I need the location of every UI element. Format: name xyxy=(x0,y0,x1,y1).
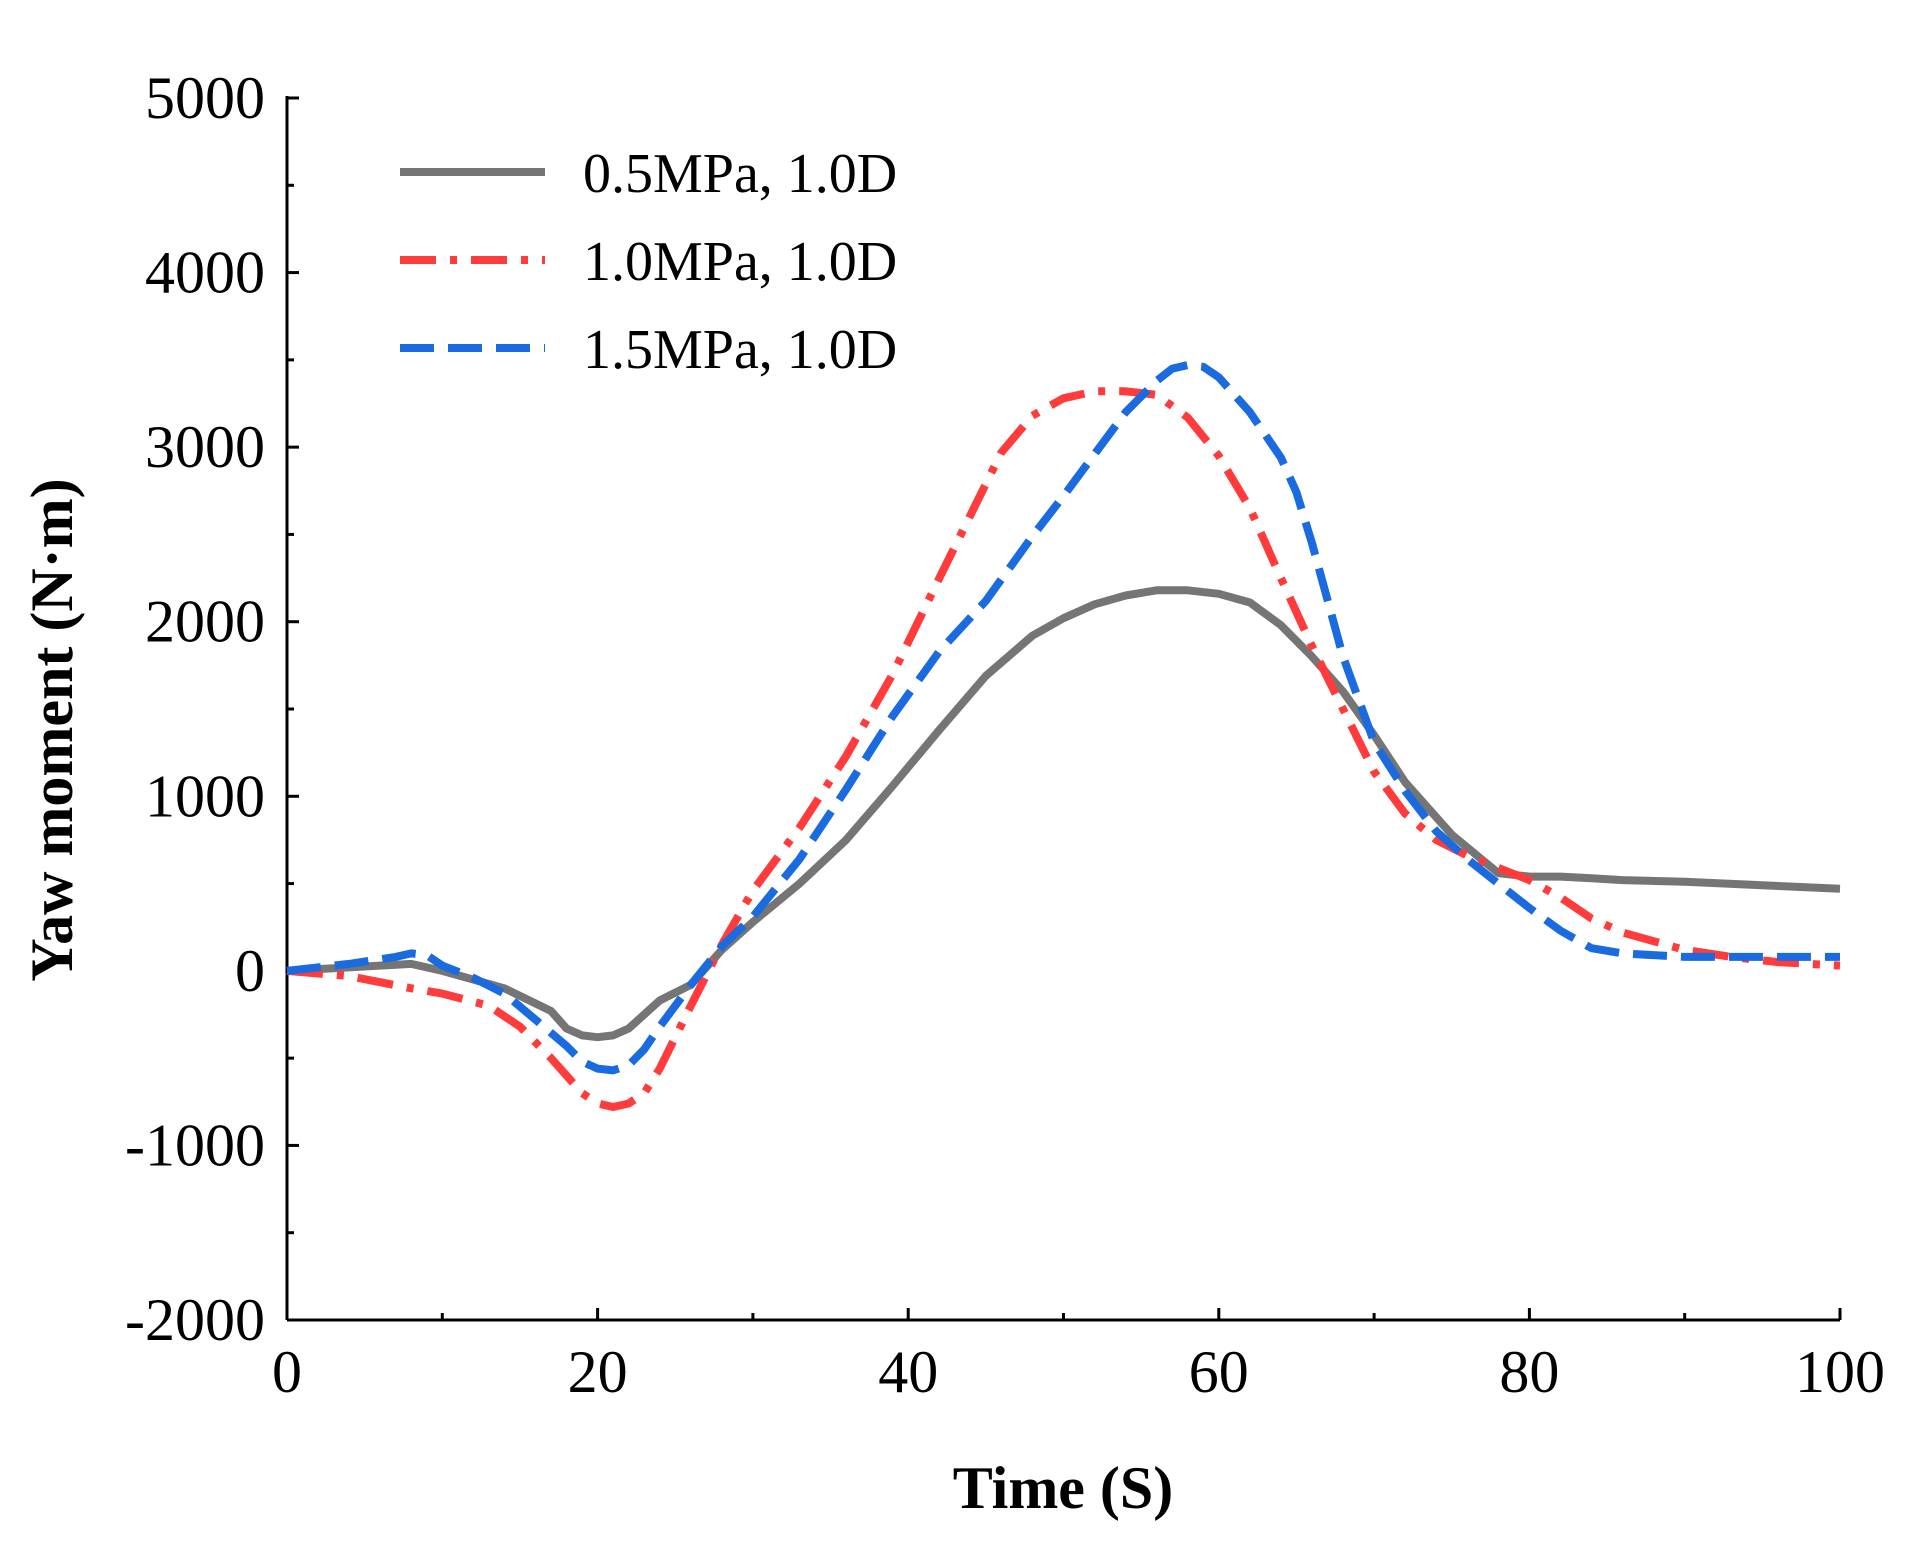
y-tick-label: 1000 xyxy=(145,763,265,829)
y-axis-title: Yaw moment (N·m) xyxy=(19,478,85,981)
y-tick-label: 2000 xyxy=(145,589,265,655)
x-tick-label: 0 xyxy=(272,1339,302,1405)
y-tick-label: 4000 xyxy=(145,240,265,306)
legend-label-1: 0.5MPa, 1.0D xyxy=(583,143,897,205)
y-tick-label: -2000 xyxy=(125,1287,265,1353)
legend: 0.5MPa, 1.0D 1.0MPa, 1.0D 1.5MPa, 1.0D xyxy=(400,143,897,381)
series-line-1 xyxy=(286,586,1841,1042)
x-axis-title: Time (S) xyxy=(953,1455,1174,1521)
plot-area xyxy=(286,361,1841,1111)
y-tick-label: -1000 xyxy=(125,1112,265,1178)
y-tick-label: 5000 xyxy=(145,65,265,131)
legend-label-2: 1.0MPa, 1.0D xyxy=(583,231,897,293)
series-line-2 xyxy=(286,387,1841,1111)
y-tick-label: 0 xyxy=(235,938,265,1004)
x-tick-label: 100 xyxy=(1795,1339,1885,1405)
series-line-3 xyxy=(286,361,1840,1075)
x-tick-label: 60 xyxy=(1189,1339,1249,1405)
axes: -2000 -1000 0 1000 2000 3000 4000 5000 0 20 40 60 80… xyxy=(125,65,1885,1405)
legend-label-3: 1.5MPa, 1.0D xyxy=(583,319,897,381)
y-tick-label: 3000 xyxy=(145,414,265,480)
x-tick-label: 80 xyxy=(1499,1339,1559,1405)
x-tick-label: 40 xyxy=(878,1339,938,1405)
x-tick-label: 20 xyxy=(568,1339,628,1405)
